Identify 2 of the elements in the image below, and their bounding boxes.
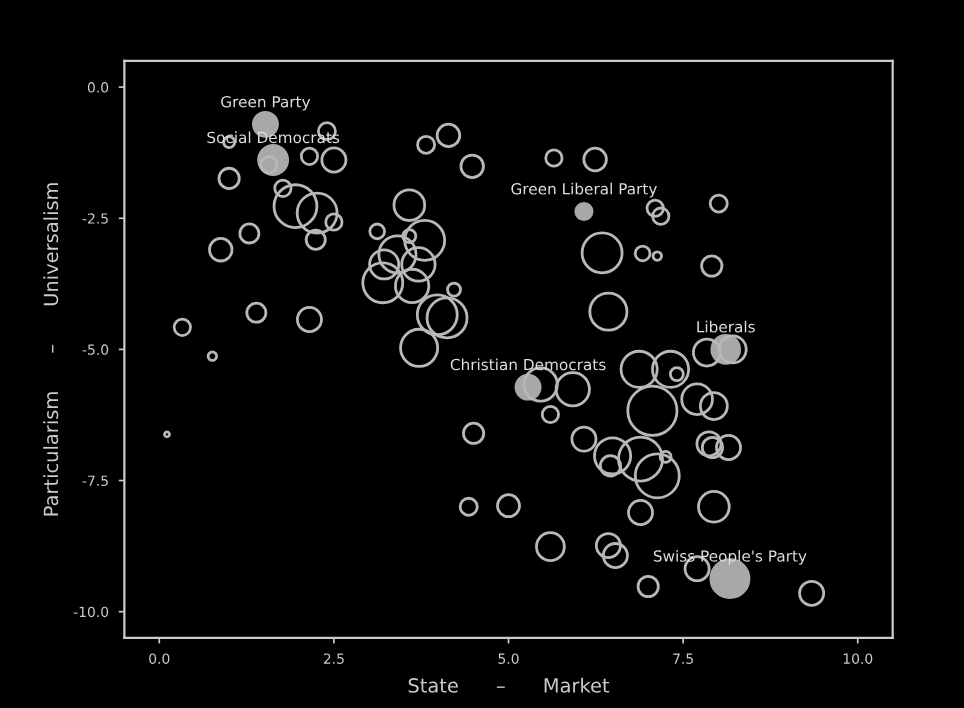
x-axis-title: State – Market [408, 677, 610, 693]
y-axis-title: Particularism – Universalism [43, 183, 59, 516]
